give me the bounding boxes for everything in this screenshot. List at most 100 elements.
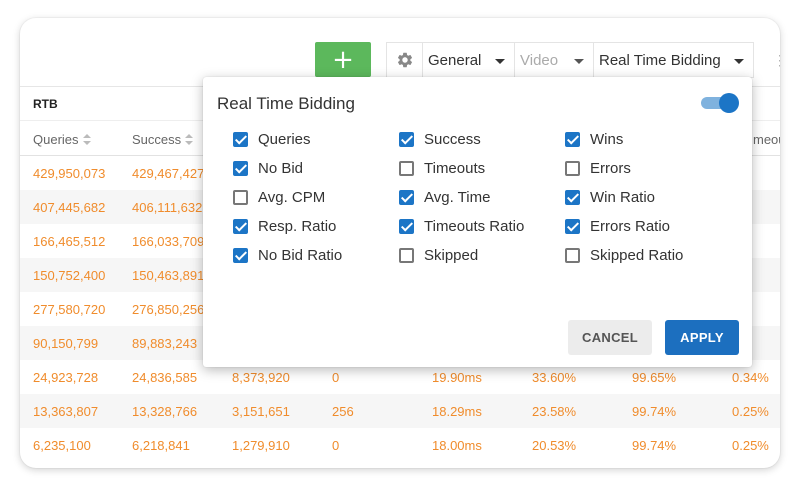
settings-button[interactable] bbox=[387, 43, 423, 77]
table-cell: 99.74% bbox=[632, 404, 677, 419]
table-cell: 1,279,910 bbox=[232, 438, 290, 453]
checkbox-checked-icon[interactable] bbox=[399, 131, 414, 147]
group-label: RTB bbox=[33, 97, 58, 111]
table-cell: 166,465,512 bbox=[33, 234, 106, 249]
table-row[interactable]: 24,923,728 24,836,585 8,373,920 0 19.90ms 33.… bbox=[20, 360, 780, 394]
option-skipped-ratio[interactable]: Skipped Ratio bbox=[565, 245, 683, 265]
sort-icon bbox=[185, 133, 194, 146]
table-cell: 89,883,243 bbox=[132, 336, 198, 351]
table-cell: 99.65% bbox=[632, 370, 677, 385]
checkbox-unchecked-icon[interactable] bbox=[233, 189, 248, 205]
table-cell: 3,151,651 bbox=[232, 404, 290, 419]
popup-title: Real Time Bidding bbox=[217, 94, 355, 113]
column-header-partial[interactable]: meout bbox=[753, 132, 780, 147]
chevron-down-icon bbox=[574, 59, 584, 64]
table-cell: 406,111,632 bbox=[132, 200, 203, 215]
checkbox-unchecked-icon[interactable] bbox=[399, 247, 414, 263]
option-label: Queries bbox=[258, 130, 311, 148]
table-cell: 429,467,427 bbox=[132, 166, 205, 181]
table-cell: 13,363,807 bbox=[33, 404, 99, 419]
option-success[interactable]: Success bbox=[399, 129, 481, 149]
table-cell: 19.90ms bbox=[432, 370, 482, 385]
gear-icon bbox=[397, 52, 412, 68]
sort-icon bbox=[82, 133, 91, 146]
cancel-button[interactable]: CANCEL bbox=[568, 320, 652, 355]
table-cell: 18.00ms bbox=[432, 438, 482, 453]
option-timeouts[interactable]: Timeouts bbox=[399, 158, 485, 178]
table-cell: 166,033,709 bbox=[132, 234, 205, 249]
option-no-bid-ratio[interactable]: No Bid Ratio bbox=[233, 245, 342, 265]
option-no-bid[interactable]: No Bid bbox=[233, 158, 303, 178]
checkbox-checked-icon[interactable] bbox=[233, 218, 248, 234]
column-header-queries[interactable]: Queries bbox=[33, 132, 91, 147]
option-wins[interactable]: Wins bbox=[565, 129, 623, 149]
option-queries[interactable]: Queries bbox=[233, 129, 311, 149]
option-avg-cpm[interactable]: Avg. CPM bbox=[233, 187, 325, 207]
option-label: Errors Ratio bbox=[590, 217, 671, 235]
more-icon[interactable]: ⋮ bbox=[773, 52, 780, 68]
rtb-select[interactable]: Real Time Bidding bbox=[594, 43, 753, 77]
checkbox-checked-icon[interactable] bbox=[565, 218, 580, 234]
video-select[interactable]: Video bbox=[515, 43, 594, 77]
table-cell: 150,752,400 bbox=[33, 268, 106, 283]
table-cell: 33.60% bbox=[532, 370, 577, 385]
table-cell: 23.58% bbox=[532, 404, 577, 419]
table-cell: 0 bbox=[332, 370, 340, 385]
checkbox-checked-icon[interactable] bbox=[399, 218, 414, 234]
table-cell: 407,445,682 bbox=[33, 200, 106, 215]
table-cell: 8,373,920 bbox=[232, 370, 290, 385]
table-cell: 150,463,891 bbox=[132, 268, 205, 283]
option-label: Wins bbox=[590, 130, 624, 148]
option-label: Timeouts bbox=[424, 159, 486, 177]
option-label: Timeouts Ratio bbox=[424, 217, 525, 235]
option-label: Resp. Ratio bbox=[258, 217, 337, 235]
chevron-down-icon bbox=[734, 59, 744, 64]
table-cell: 0.25% bbox=[732, 404, 769, 419]
table-cell: 429,950,073 bbox=[33, 166, 106, 181]
checkbox-checked-icon[interactable] bbox=[399, 189, 414, 205]
group-toggle[interactable] bbox=[701, 93, 739, 113]
checkbox-checked-icon[interactable] bbox=[565, 131, 580, 147]
table-cell: 20.53% bbox=[532, 438, 577, 453]
checkbox-checked-icon[interactable] bbox=[233, 131, 248, 147]
checkbox-unchecked-icon[interactable] bbox=[565, 160, 580, 176]
column-header-success[interactable]: Success bbox=[132, 132, 194, 147]
column-header-label: meout bbox=[753, 132, 780, 147]
option-label: Skipped Ratio bbox=[590, 246, 684, 264]
table-cell: 24,836,585 bbox=[132, 370, 198, 385]
option-skipped[interactable]: Skipped bbox=[399, 245, 478, 265]
checkbox-checked-icon[interactable] bbox=[565, 189, 580, 205]
column-chooser-popup: Real Time Bidding Queries Success Wins No B… bbox=[203, 77, 752, 367]
apply-button[interactable]: APPLY bbox=[665, 320, 739, 355]
table-cell: 277,580,720 bbox=[33, 302, 106, 317]
checkbox-unchecked-icon[interactable] bbox=[565, 247, 580, 263]
add-button[interactable]: + bbox=[315, 42, 371, 77]
table-cell: 0.25% bbox=[732, 438, 769, 453]
option-label: No Bid Ratio bbox=[258, 246, 343, 264]
rtb-select-label: Real Time Bidding bbox=[599, 51, 721, 69]
table-row[interactable]: 13,363,807 13,328,766 3,151,651 256 18.29ms 2… bbox=[20, 394, 780, 428]
option-label: Success bbox=[424, 130, 481, 148]
checkbox-checked-icon[interactable] bbox=[233, 160, 248, 176]
checkbox-unchecked-icon[interactable] bbox=[399, 160, 414, 176]
table-cell: 6,218,841 bbox=[132, 438, 190, 453]
option-label: Win Ratio bbox=[590, 188, 656, 206]
table-row[interactable]: 6,235,100 6,218,841 1,279,910 0 18.00ms 20.53… bbox=[20, 428, 780, 462]
toolbar-filter-group: General Video Real Time Bidding bbox=[386, 42, 754, 78]
table-cell: 90,150,799 bbox=[33, 336, 99, 351]
table-cell: 99.74% bbox=[632, 438, 677, 453]
option-label: No Bid bbox=[258, 159, 304, 177]
option-errors[interactable]: Errors bbox=[565, 158, 631, 178]
general-select[interactable]: General bbox=[423, 43, 515, 77]
option-errors-ratio[interactable]: Errors Ratio bbox=[565, 216, 670, 236]
option-resp-ratio[interactable]: Resp. Ratio bbox=[233, 216, 336, 236]
option-timeouts-ratio[interactable]: Timeouts Ratio bbox=[399, 216, 524, 236]
option-win-ratio[interactable]: Win Ratio bbox=[565, 187, 655, 207]
chevron-down-icon bbox=[495, 59, 505, 64]
option-avg-time[interactable]: Avg. Time bbox=[399, 187, 490, 207]
toggle-knob bbox=[719, 93, 739, 113]
table-cell: 0.34% bbox=[732, 370, 769, 385]
toolbar: + General Video Real Time Bidding ⋮ bbox=[20, 18, 780, 86]
column-header-label: Queries bbox=[33, 132, 79, 147]
checkbox-checked-icon[interactable] bbox=[233, 247, 248, 263]
